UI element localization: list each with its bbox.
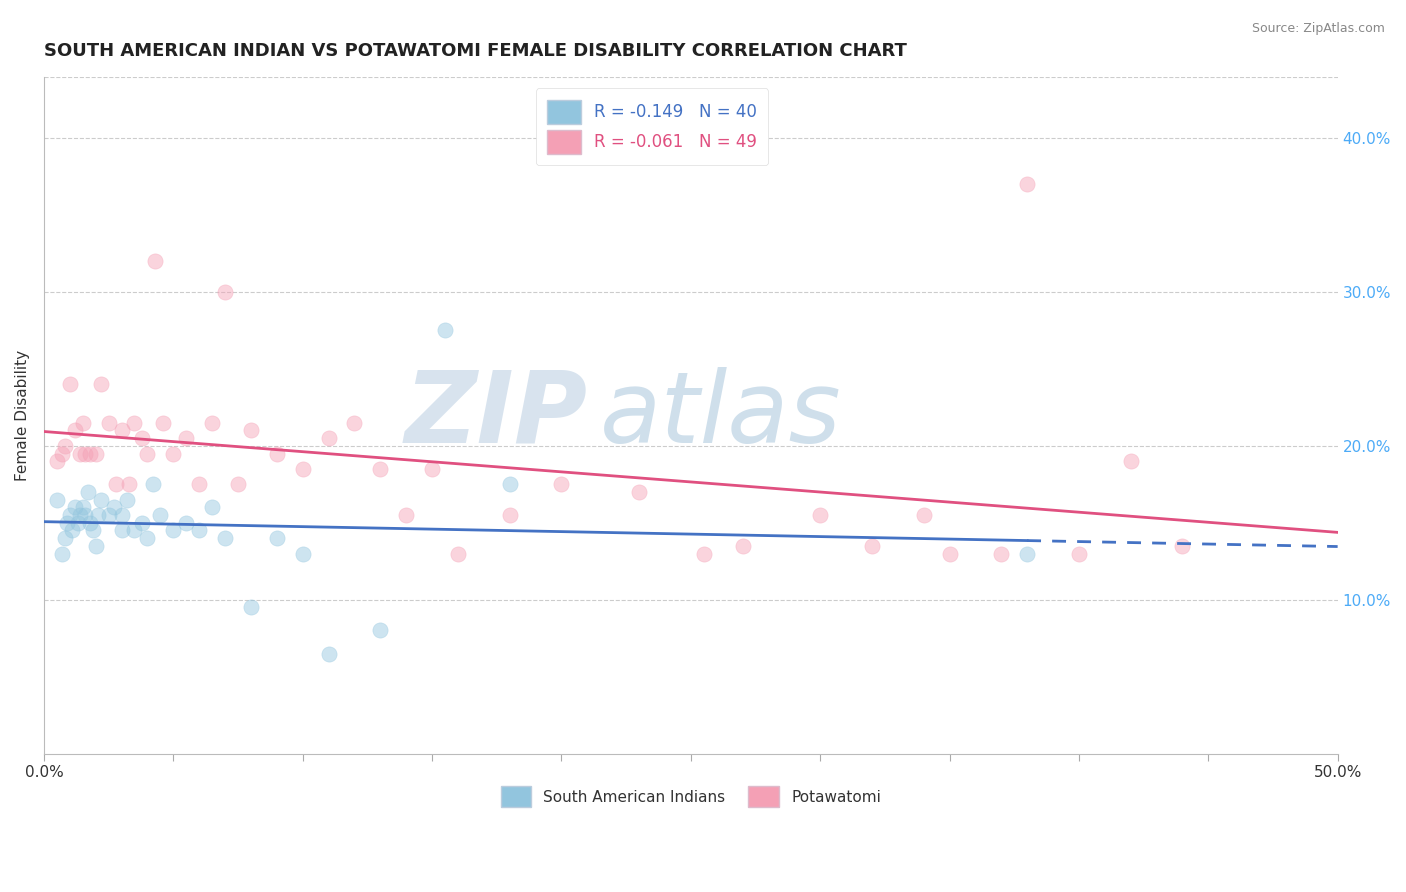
Point (143, 254, 166, 268)
Point (291, 547, 314, 561)
Point (84, 446, 107, 460)
Point (226, 477, 249, 491)
Point (131, 431, 153, 445)
Point (51, 547, 73, 561)
Point (75, 446, 97, 460)
Point (162, 446, 184, 460)
Point (214, 531, 236, 545)
Point (318, 431, 340, 445)
Point (214, 285, 236, 299)
Point (188, 524, 211, 538)
Point (72, 416, 94, 430)
Point (97, 416, 120, 430)
Point (82, 524, 104, 538)
Point (90, 377, 112, 392)
Point (105, 477, 128, 491)
Point (420, 462, 443, 476)
Point (368, 462, 391, 476)
Point (45, 492, 67, 507)
Point (266, 531, 288, 545)
Point (59, 508, 82, 522)
Point (84, 539, 107, 553)
Point (731, 539, 754, 553)
Point (124, 416, 146, 430)
Point (63, 424, 86, 438)
Point (77, 485, 100, 500)
Point (75, 508, 97, 522)
Text: ZIP: ZIP (405, 367, 588, 464)
Point (87, 508, 110, 522)
Point (110, 508, 132, 522)
Point (1119, 454, 1142, 468)
Point (136, 446, 159, 460)
Point (124, 524, 146, 538)
Point (266, 446, 288, 460)
Point (136, 531, 159, 545)
Point (860, 539, 883, 553)
Point (66, 516, 89, 530)
Point (808, 508, 831, 522)
Point (79, 516, 101, 530)
Point (498, 477, 520, 491)
Point (990, 547, 1012, 561)
Point (72, 500, 94, 515)
Point (1171, 539, 1194, 553)
Point (131, 516, 153, 530)
Point (69, 508, 91, 522)
Point (627, 485, 650, 500)
Legend: South American Indians, Potawatomi: South American Indians, Potawatomi (495, 780, 887, 814)
Point (142, 477, 165, 491)
Point (188, 477, 211, 491)
Point (149, 508, 172, 522)
Point (90, 492, 112, 507)
Point (318, 647, 340, 661)
Point (79, 446, 101, 460)
Point (97, 508, 120, 522)
Point (395, 508, 418, 522)
Point (291, 462, 314, 476)
Point (53, 439, 76, 453)
Point (118, 477, 141, 491)
Y-axis label: Female Disability: Female Disability (15, 350, 30, 481)
Point (1017, 178, 1039, 192)
Text: SOUTH AMERICAN INDIAN VS POTAWATOMI FEMALE DISABILITY CORRELATION CHART: SOUTH AMERICAN INDIAN VS POTAWATOMI FEMA… (44, 42, 907, 60)
Point (162, 524, 184, 538)
Point (201, 500, 224, 515)
Point (692, 547, 714, 561)
Point (174, 516, 197, 530)
Point (447, 547, 470, 561)
Point (912, 508, 935, 522)
Point (152, 416, 174, 430)
Point (550, 477, 572, 491)
Point (110, 424, 132, 438)
Point (51, 446, 73, 460)
Point (368, 624, 391, 638)
Point (59, 377, 82, 392)
Point (343, 416, 366, 430)
Point (201, 416, 224, 430)
Point (1017, 547, 1039, 561)
Point (63, 500, 86, 515)
Text: Source: ZipAtlas.com: Source: ZipAtlas.com (1251, 22, 1385, 36)
Point (239, 600, 262, 615)
Point (115, 492, 138, 507)
Point (938, 547, 960, 561)
Text: atlas: atlas (600, 367, 842, 464)
Point (69, 446, 91, 460)
Point (174, 431, 197, 445)
Point (45, 454, 67, 468)
Point (53, 531, 76, 545)
Point (239, 424, 262, 438)
Point (433, 323, 456, 337)
Point (110, 524, 132, 538)
Point (498, 508, 520, 522)
Point (103, 500, 125, 515)
Point (1067, 547, 1090, 561)
Point (56, 516, 79, 530)
Point (60, 524, 83, 538)
